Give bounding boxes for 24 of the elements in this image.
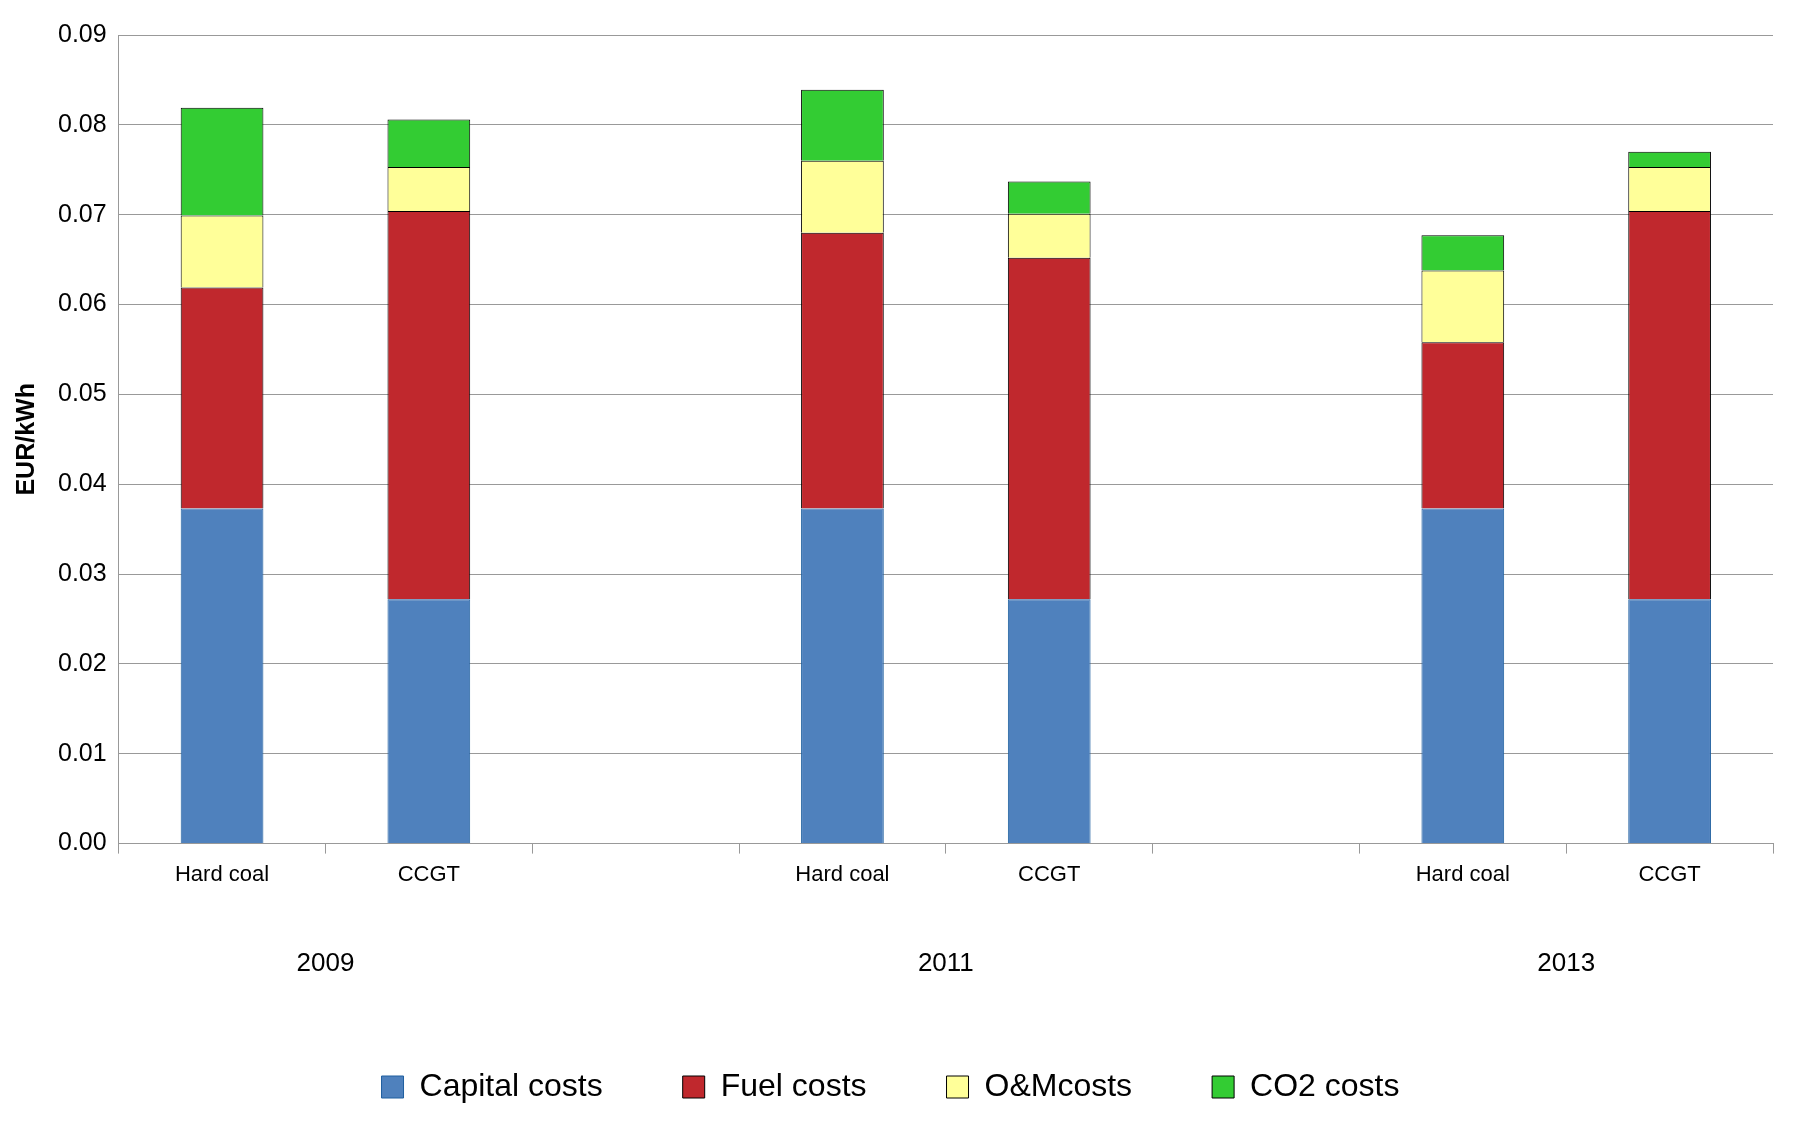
x-tick-label: CCGT [397, 860, 461, 886]
y-axis-title: EUR/kWh [10, 383, 39, 496]
y-tick-label: 0.02 [57, 647, 107, 676]
y-tick-label: 0.08 [57, 108, 107, 137]
text: 2009 [296, 946, 355, 977]
legend-label: CO2 costs [1250, 1066, 1400, 1103]
x-tick-label: Hard coal [1415, 860, 1510, 886]
y-tick-label: 0.04 [57, 468, 107, 497]
text: 2013 [1537, 946, 1596, 977]
y-tick-label: 0.06 [57, 288, 107, 317]
y-tick-label: 0.03 [57, 557, 107, 586]
legend-label: Fuel costs [720, 1066, 867, 1103]
y-tick-label: 0.07 [57, 198, 107, 227]
x-tick-label: CCGT [1638, 860, 1701, 886]
y-tick-label: 0.05 [57, 378, 107, 407]
x-tick-label: CCGT [1018, 860, 1081, 886]
legend-label: O&Mcosts [984, 1066, 1133, 1103]
text: 2011 [917, 946, 974, 977]
y-tick-label: 0.09 [57, 18, 107, 47]
y-tick-label: 0.01 [57, 737, 107, 766]
x-tick-label: Hard coal [795, 860, 890, 886]
y-tick-label: 0.00 [57, 827, 107, 856]
legend-label: Capital costs [419, 1066, 603, 1103]
x-tick-label: Hard coal [174, 860, 270, 886]
